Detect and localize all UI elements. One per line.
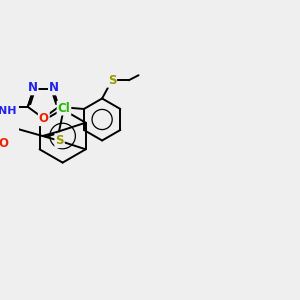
Text: N: N [49,81,59,94]
Text: NH: NH [0,106,16,116]
Text: O: O [0,137,9,150]
Text: N: N [28,81,38,94]
Text: S: S [55,134,64,147]
Text: O: O [39,112,49,125]
Text: Cl: Cl [58,102,70,115]
Text: S: S [108,74,116,87]
